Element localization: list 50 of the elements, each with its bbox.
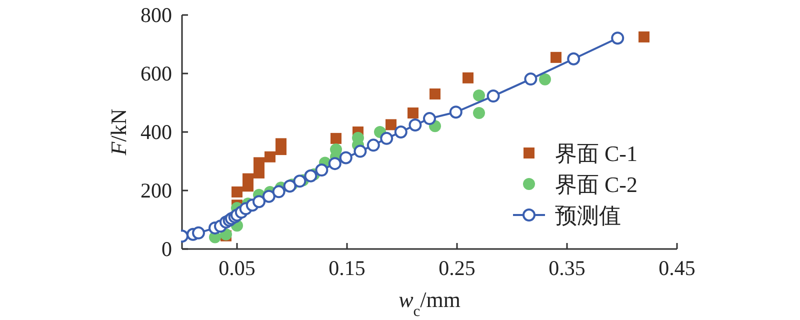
point	[304, 169, 318, 182]
point	[539, 73, 551, 86]
y-axis-title: F/kN	[106, 108, 131, 156]
point	[272, 185, 286, 198]
x-tick-label: 0.45	[658, 256, 696, 280]
point	[462, 72, 474, 84]
point	[192, 226, 205, 240]
point	[423, 112, 436, 126]
y-tick-label: 400	[140, 120, 172, 144]
legend-label: 界面 C-2	[555, 172, 638, 197]
point	[473, 106, 485, 119]
y-tick-label: 600	[140, 62, 172, 86]
legend-label: 预测值	[555, 203, 621, 228]
point	[328, 157, 342, 170]
point	[283, 180, 296, 193]
x-tick-label: 0.05	[218, 256, 256, 280]
y-tick-label: 0	[162, 237, 172, 261]
point	[315, 164, 328, 177]
point	[611, 32, 624, 45]
point	[380, 132, 394, 145]
point	[254, 157, 264, 168]
x-tick-label: 0.35	[548, 256, 586, 280]
point	[524, 72, 538, 86]
y-tick-label: 800	[140, 3, 172, 27]
legend-label: 界面 C-1	[555, 141, 638, 166]
point	[330, 132, 342, 144]
point	[254, 167, 264, 178]
x-axis-title: w$_{c}$/mm	[398, 287, 460, 320]
point	[473, 89, 485, 102]
point	[264, 151, 276, 162]
point	[638, 31, 650, 42]
point	[232, 186, 242, 198]
x-tick-label: 0.25	[438, 256, 476, 280]
point	[449, 106, 462, 119]
point	[262, 190, 276, 203]
point	[550, 52, 562, 63]
point	[394, 126, 408, 138]
point	[366, 138, 380, 152]
point	[430, 88, 440, 100]
point	[339, 151, 352, 164]
point	[486, 90, 500, 103]
point	[408, 118, 422, 132]
point	[386, 119, 396, 130]
point	[567, 52, 580, 66]
point	[252, 195, 266, 208]
y-tick-label: 200	[140, 178, 172, 202]
point	[408, 107, 418, 118]
x-tick-label: 0.15	[328, 256, 366, 280]
point	[293, 174, 306, 188]
point	[354, 144, 367, 158]
